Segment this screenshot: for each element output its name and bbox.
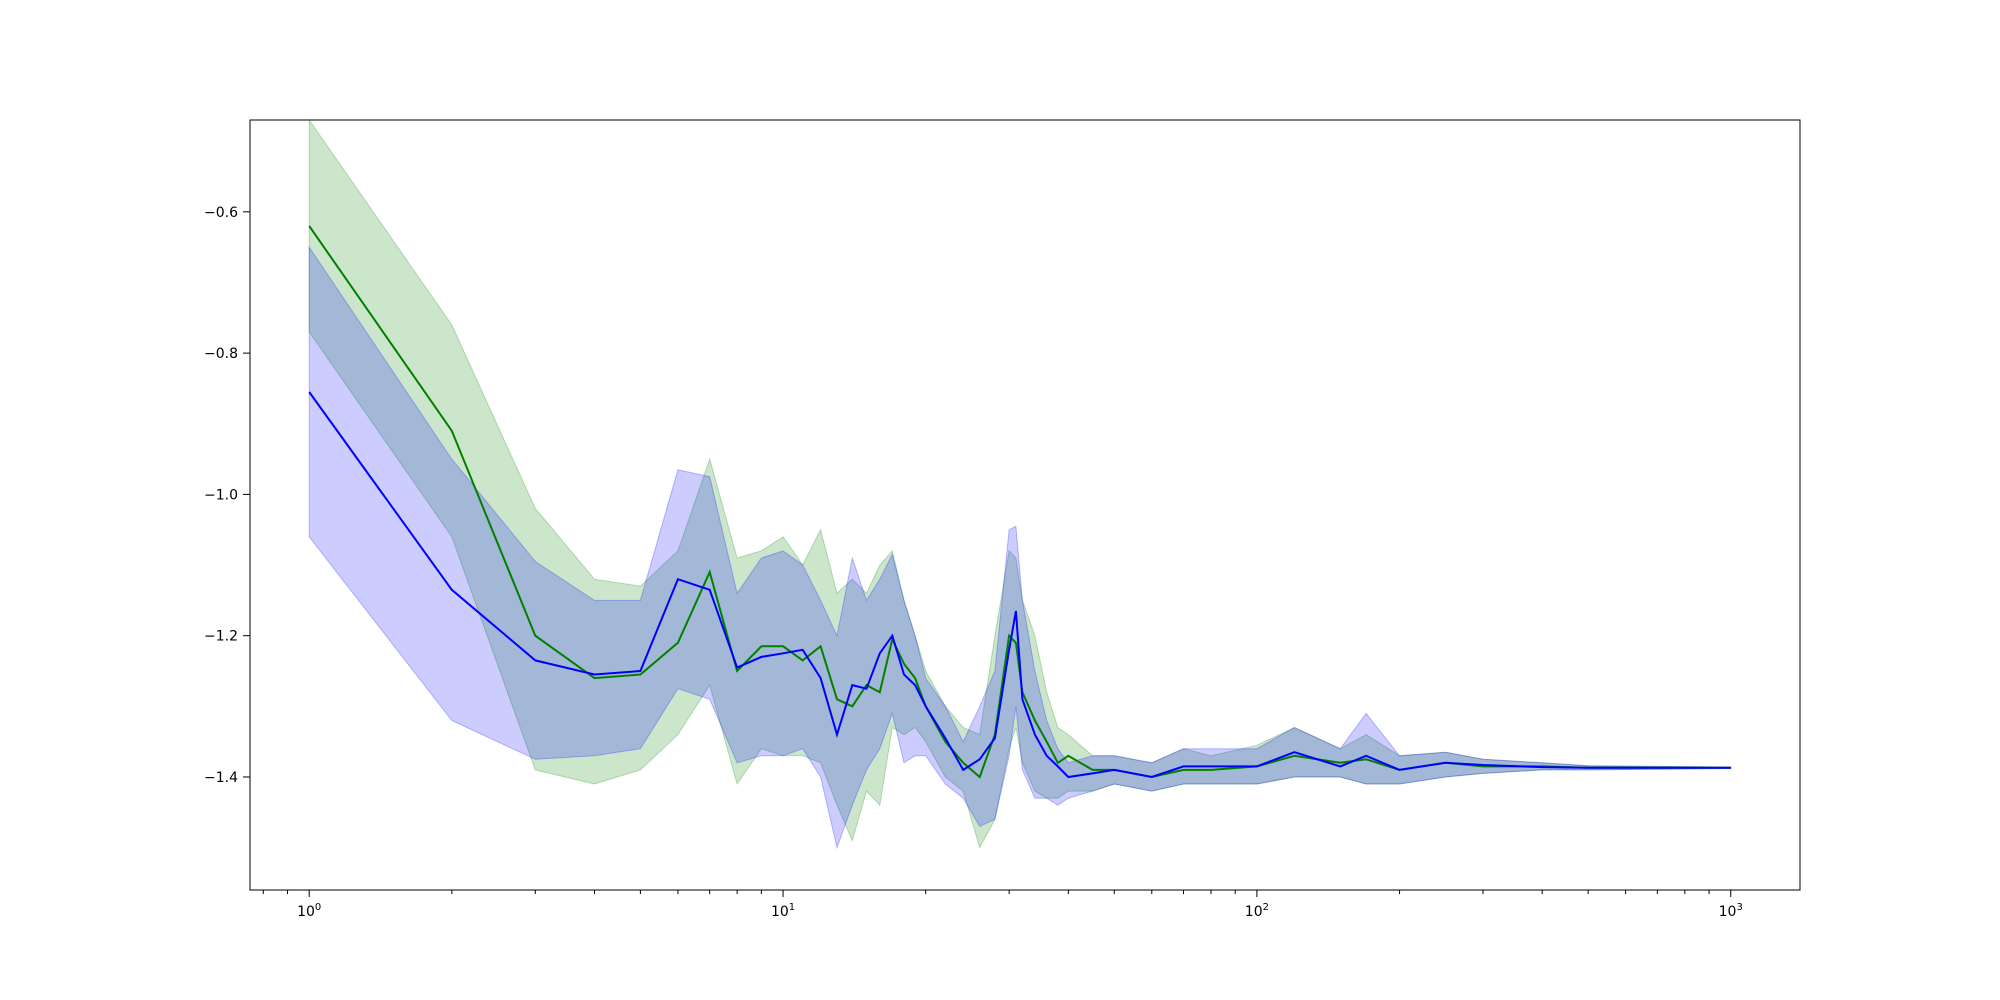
y-tick-label: −0.8 (204, 346, 238, 362)
y-tick-label: −0.6 (204, 205, 238, 221)
band-series-2 (308, 245, 1732, 850)
x-tick-label: 100 (297, 902, 321, 920)
series-lines (308, 225, 1731, 779)
plot-frame (249, 119, 1801, 891)
y-axis: −1.4 −1.2 −1.0 −0.8 −0.6 (204, 205, 250, 786)
y-tick-label: −1.2 (204, 629, 238, 645)
x-tick-label: 103 (1719, 902, 1743, 920)
y-tick-label: −1.0 (204, 487, 238, 503)
x-axis: 100 101 102 103 (262, 890, 1743, 920)
line-series-2 (308, 391, 1731, 779)
x-tick-label: 101 (771, 902, 795, 920)
y-tick-label: −1.4 (204, 770, 238, 786)
x-tick-label: 102 (1245, 902, 1269, 920)
confidence-bands (308, 118, 1732, 850)
